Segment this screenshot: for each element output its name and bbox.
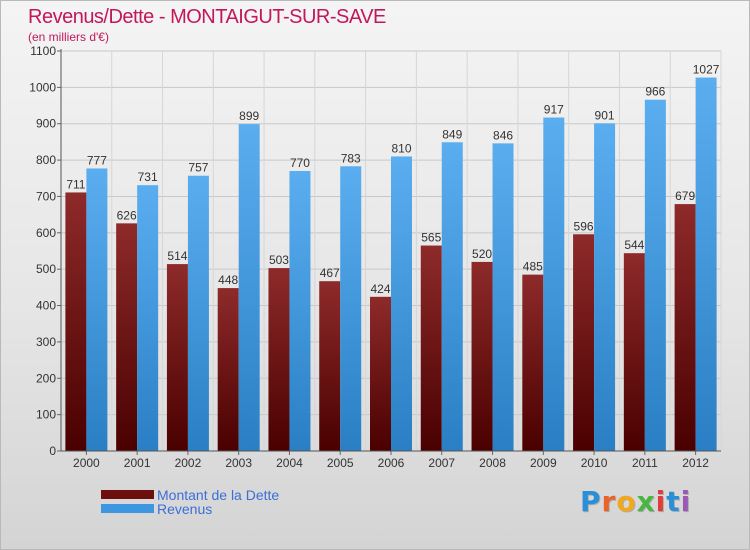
proxiti-logo: Proxiti: [580, 485, 691, 518]
data-label: 467: [320, 266, 340, 280]
logo-letter: P: [580, 485, 602, 518]
x-tick-label: 2010: [581, 456, 608, 470]
bar-dette: [471, 261, 493, 451]
bar-dette: [573, 234, 595, 451]
x-tick-label: 2012: [682, 456, 709, 470]
y-tick-label: 300: [36, 335, 56, 349]
bar-dette: [319, 281, 341, 451]
x-tick-label: 2000: [73, 456, 100, 470]
data-label: 731: [138, 170, 158, 184]
bar-revenus: [238, 124, 260, 451]
data-label: 1027: [693, 63, 720, 77]
legend-label-revenus: Revenus: [157, 501, 213, 517]
bar-revenus: [86, 168, 108, 452]
x-tick-label: 2009: [530, 456, 557, 470]
data-label: 846: [493, 128, 513, 142]
y-tick-label: 800: [36, 153, 56, 167]
logo-letter: o: [616, 485, 637, 518]
data-label: 849: [442, 127, 462, 141]
bar-dette: [370, 296, 391, 451]
y-tick-label: 1100: [30, 44, 56, 58]
x-tick-label: 2004: [276, 456, 303, 470]
logo-letter: x: [636, 485, 656, 518]
bar-dette: [217, 288, 239, 451]
x-tick-label: 2001: [124, 456, 151, 470]
logo-letter: t: [666, 485, 681, 518]
bar-revenus: [441, 142, 463, 452]
data-label: 777: [87, 153, 107, 167]
data-label: 448: [218, 273, 238, 287]
data-label: 424: [370, 282, 390, 296]
x-tick-label: 2003: [225, 456, 252, 470]
bar-dette: [623, 253, 645, 451]
bar-revenus: [543, 117, 565, 451]
data-label: 966: [645, 85, 665, 99]
legend-swatch-debt: [101, 490, 154, 499]
data-label: 899: [239, 109, 259, 123]
axes: 0 100 200 300 400 500 600 700 800 900 1000 1100 2000…: [29, 44, 721, 470]
x-tick-label: 2011: [632, 456, 658, 470]
legend-swatch-revenus: [101, 504, 154, 513]
logo-letter: i: [655, 485, 667, 518]
y-tick-label: 600: [36, 226, 56, 240]
y-tick-label: 100: [36, 408, 56, 422]
chart-title: Revenus/Dette - MONTAIGUT-SUR-SAVE: [28, 6, 386, 28]
bar-revenus: [644, 99, 666, 452]
bar-dette: [268, 268, 290, 451]
bar-dette: [65, 192, 87, 452]
bar-revenus: [289, 171, 311, 451]
bars: [65, 77, 717, 452]
bar-dette: [522, 274, 544, 451]
data-label: 810: [391, 141, 411, 155]
bar-revenus: [594, 123, 616, 451]
data-label: 520: [472, 247, 492, 261]
y-tick-label: 900: [36, 117, 56, 131]
y-tick-label: 700: [36, 189, 56, 203]
x-tick-label: 2008: [479, 456, 506, 470]
data-label: 901: [595, 108, 615, 122]
data-label: 514: [167, 249, 187, 263]
data-label: 565: [421, 231, 441, 245]
data-label: 503: [269, 253, 289, 267]
y-tick-label: 0: [49, 444, 56, 458]
y-tick-label: 500: [36, 262, 56, 276]
data-label: 679: [675, 189, 695, 203]
data-label: 596: [574, 219, 594, 233]
bar-revenus: [187, 175, 209, 451]
bar-dette: [420, 245, 442, 451]
bar-dette: [166, 264, 188, 451]
bar-revenus: [492, 143, 514, 451]
data-label: 757: [188, 161, 208, 175]
y-tick-label: 1000: [29, 80, 56, 94]
x-tick-label: 2006: [378, 456, 405, 470]
logo-letter: r: [601, 485, 617, 518]
bar-revenus: [695, 77, 717, 451]
x-tick-label: 2005: [327, 456, 354, 470]
logo-letter: i: [680, 485, 692, 518]
bar-revenus: [340, 166, 362, 452]
data-label: 485: [523, 260, 543, 274]
x-tick-label: 2002: [175, 456, 202, 470]
data-label: 783: [341, 151, 361, 165]
y-tick-label: 200: [36, 371, 56, 385]
bar-dette: [116, 223, 138, 451]
data-label: 544: [624, 238, 644, 252]
legend-label-debt: Montant de la Dette: [157, 487, 280, 503]
y-tick-label: 400: [36, 299, 56, 313]
bar-revenus: [391, 156, 412, 452]
x-tick-label: 2007: [428, 456, 455, 470]
bar-revenus: [137, 185, 159, 451]
data-label: 626: [117, 208, 137, 222]
data-label: 917: [544, 103, 564, 117]
data-label: 770: [290, 156, 310, 170]
chart-subtitle: (en milliers d'€): [28, 30, 109, 44]
bar-dette: [674, 204, 696, 451]
data-label: 711: [66, 177, 85, 191]
